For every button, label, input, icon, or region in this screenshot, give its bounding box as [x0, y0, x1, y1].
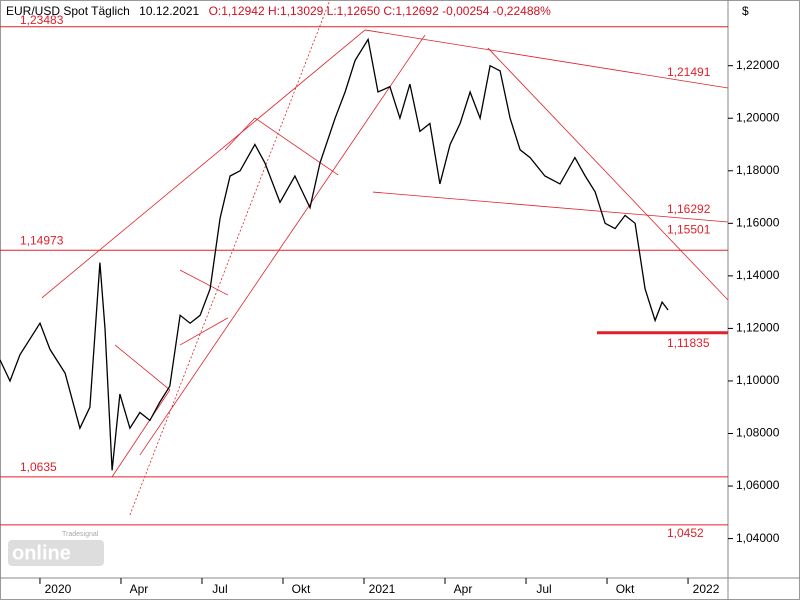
trend-line — [224, 117, 256, 151]
trend-label: 1,21491 — [667, 65, 711, 79]
y-tick-label: 1,08000 — [736, 426, 780, 440]
y-tick-label: 1,10000 — [736, 373, 780, 387]
instrument: EUR/USD Spot Täglich — [6, 4, 130, 18]
trend-line — [114, 344, 171, 391]
x-tick-label: Jul — [536, 582, 551, 596]
level-label: 1,0635 — [20, 460, 57, 474]
x-tick-label: Okt — [616, 582, 635, 596]
trend-line — [41, 29, 366, 299]
y-tick-label: 1,06000 — [736, 478, 780, 492]
trend-line — [111, 389, 171, 478]
level-label: 1,11835 — [667, 336, 710, 350]
trend-line — [487, 47, 728, 301]
trend-label: 1,16292 — [667, 202, 711, 216]
y-tick-label: 1,16000 — [736, 215, 780, 229]
level-label: 1,23483 — [20, 13, 64, 27]
trend-line — [179, 317, 229, 346]
y-tick-label: 1,20000 — [736, 110, 780, 124]
y-tick-label: 1,04000 — [736, 531, 780, 545]
y-tick-label: 1,18000 — [736, 163, 780, 177]
trend-line — [365, 29, 728, 89]
date: 10.12.2021 — [139, 4, 199, 18]
trend-line — [372, 191, 728, 223]
logo-box — [8, 540, 104, 566]
x-tick-label: Apr — [454, 582, 473, 596]
currency: $ — [742, 4, 749, 18]
trend-line — [139, 34, 426, 456]
trend-label: 1,15501 — [667, 223, 711, 237]
level-label: 1,14973 — [20, 233, 64, 247]
y-tick-label: 1,14000 — [736, 268, 780, 282]
x-tick-label: Apr — [130, 582, 149, 596]
trend-line — [254, 117, 339, 176]
quote: O:1,12942 H:1,13029 L:1,12650 C:1,12692 … — [209, 4, 552, 18]
logo-text: online — [12, 542, 71, 564]
level-label: 1,0452 — [667, 526, 704, 540]
x-tick-label: 2020 — [45, 582, 72, 596]
x-tick-label: Okt — [292, 582, 311, 596]
x-tick-label: Jul — [212, 582, 227, 596]
y-tick-label: 1,22000 — [736, 58, 780, 72]
x-tick-label: 2021 — [369, 582, 396, 596]
logo-brand: Tradesignal — [62, 531, 99, 538]
trend-line — [129, 0, 331, 516]
logo: Tradesignal online — [8, 531, 104, 566]
y-tick-label: 1,12000 — [736, 321, 780, 335]
price-line — [0, 37, 669, 471]
x-tick-label: 2022 — [693, 582, 720, 596]
trend-line — [179, 269, 229, 296]
header: EUR/USD Spot Täglich 10.12.2021 O:1,1294… — [6, 4, 551, 18]
